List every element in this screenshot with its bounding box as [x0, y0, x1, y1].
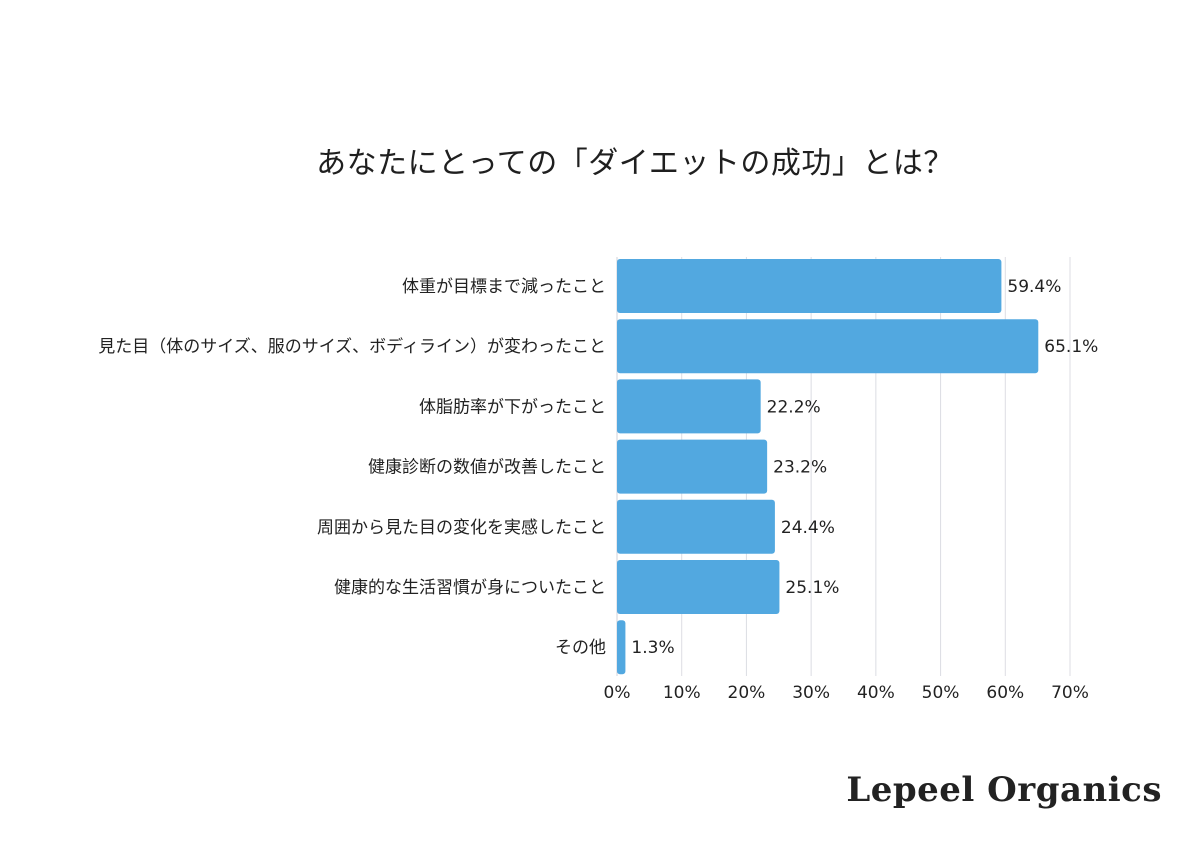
x-tick-label: 20%: [728, 683, 766, 703]
data-label: 22.2%: [767, 397, 821, 417]
bar: [617, 499, 775, 554]
x-tick-label: 50%: [922, 683, 960, 703]
category-label: 健康診断の数値が改善したこと: [368, 458, 606, 478]
category-label: 健康的な生活習慣が身についたこと: [334, 578, 606, 598]
bar: [617, 439, 768, 494]
data-label: 23.2%: [773, 458, 827, 478]
category-label: 体重が目標まで減ったこと: [402, 277, 606, 297]
bar: [617, 319, 1039, 374]
category-label: その他: [555, 638, 606, 658]
bars: [617, 259, 1039, 675]
data-label: 1.3%: [631, 638, 674, 658]
x-tick-label: 0%: [604, 683, 631, 703]
category-label: 体脂肪率が下がったこと: [419, 397, 606, 417]
x-tick-label: 60%: [986, 683, 1024, 703]
labels: 0% 10% 20% 30% 40% 50% 60% 70% 体重が目標まで減ったこと 59.4%…: [98, 277, 1098, 703]
data-label: 25.1%: [785, 578, 839, 598]
x-tick-label: 30%: [792, 683, 830, 703]
bar: [617, 259, 1002, 313]
category-label: 見た目（体のサイズ、服のサイズ、ボディライン）が変わったこと: [98, 336, 606, 357]
x-tick-label: 40%: [857, 683, 895, 703]
brand-logo: Lepeel Organics: [846, 770, 1162, 810]
x-tick-label: 70%: [1051, 683, 1089, 703]
category-label: 周囲から見た目の変化を実感したこと: [317, 518, 606, 538]
data-label: 24.4%: [781, 518, 835, 538]
bar: [617, 620, 626, 675]
bar: [617, 560, 780, 614]
data-label: 59.4%: [1007, 277, 1061, 297]
chart-title: あなたにとっての「ダイエットの成功」とは？: [316, 146, 954, 181]
x-tick-label: 10%: [663, 683, 701, 703]
bar: [617, 379, 761, 434]
data-label: 65.1%: [1044, 337, 1098, 357]
